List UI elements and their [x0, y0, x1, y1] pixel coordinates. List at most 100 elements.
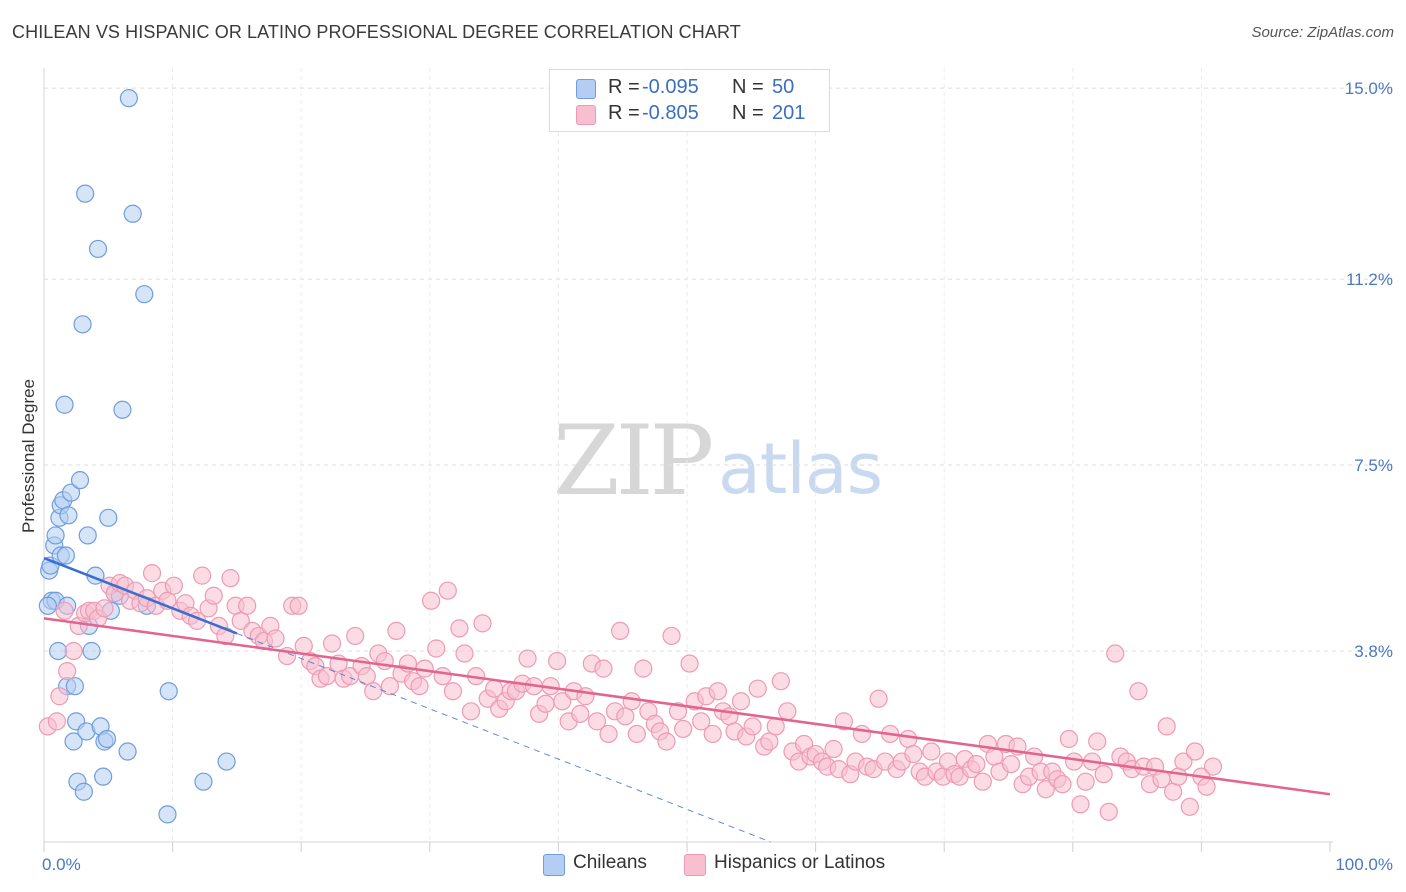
hispanics-point-29 — [193, 566, 212, 585]
series-hispanics — [38, 564, 1223, 821]
hispanics-point-5 — [64, 641, 83, 661]
chileans-point-23 — [74, 782, 93, 801]
x-tick-max: 100.0% — [1335, 855, 1393, 874]
hispanics-point-191 — [1129, 682, 1148, 701]
hispanics-point-180 — [1064, 752, 1084, 771]
y-tick-labels: 3.8% 7.5% 11.2% 15.0% — [1345, 79, 1393, 661]
hispanics-point-4 — [58, 662, 77, 681]
hispanics-point-199 — [1174, 752, 1193, 771]
hispanics-point-51 — [322, 634, 342, 653]
hispanics-point-91 — [553, 692, 572, 711]
hispanics-point-152 — [904, 744, 923, 764]
hispanics-point-62 — [387, 621, 406, 641]
hispanics-point-127 — [760, 732, 779, 751]
chileans-point-15 — [59, 506, 78, 525]
chileans-point-6 — [49, 641, 68, 661]
hispanics-point-104 — [627, 724, 646, 744]
hispanics-point-118 — [708, 682, 727, 701]
hispanics-point-61 — [380, 677, 400, 696]
hispanics-point-1 — [47, 712, 66, 731]
hispanics-point-164 — [973, 772, 992, 791]
grid-layer — [44, 68, 1393, 842]
chileans-point-21 — [70, 471, 90, 490]
chart-title: CHILEAN VS HISPANIC OR LATINO PROFESSION… — [12, 22, 741, 42]
hispanics-point-175 — [1036, 780, 1055, 799]
hispanics-point-34 — [221, 569, 240, 588]
chileans-point-24 — [76, 184, 95, 203]
hispanics-point-179 — [1059, 729, 1079, 749]
chileans-point-48 — [217, 752, 236, 771]
hispanics-point-196 — [1157, 717, 1176, 736]
hispanics-point-73 — [450, 619, 469, 638]
hispanics-point-129 — [771, 672, 790, 691]
hispanics-point-115 — [692, 712, 711, 731]
hispanics-point-198 — [1169, 767, 1188, 786]
hispanics-trend-line — [43, 617, 1331, 796]
hispanics-point-184 — [1088, 732, 1107, 751]
hispanics-point-186 — [1099, 802, 1118, 821]
hispanics-point-204 — [1203, 757, 1223, 776]
chileans-point-34 — [97, 729, 117, 749]
chileans-point-11 — [55, 395, 74, 414]
chileans-point-17 — [64, 732, 83, 751]
legend-n-label: N = — [732, 102, 764, 124]
hispanics-point-69 — [427, 639, 446, 658]
legend-swatch-blue — [576, 79, 596, 99]
watermark-atlas: atlas — [718, 428, 883, 510]
y-axis-label: Professional Degree — [19, 379, 38, 533]
hispanics-point-155 — [922, 742, 941, 761]
hispanics-point-70 — [433, 667, 452, 686]
hispanics-point-98 — [594, 659, 613, 678]
hispanics-point-201 — [1185, 742, 1205, 761]
hispanics-point-95 — [576, 687, 595, 706]
hispanics-point-97 — [587, 712, 607, 731]
hispanics-point-103 — [622, 692, 641, 711]
chileans-point-5 — [46, 526, 65, 545]
hispanics-point-94 — [571, 704, 590, 723]
y-tick-label-2: 11.2% — [1346, 270, 1393, 289]
hispanics-point-113 — [680, 654, 699, 673]
hispanics-point-68 — [421, 591, 441, 610]
hispanics-point-125 — [748, 679, 767, 698]
hispanics-point-66 — [410, 677, 429, 696]
hispanics-point-20 — [142, 564, 162, 583]
legend-swatch-pink — [684, 854, 706, 876]
chileans-point-40 — [118, 742, 137, 761]
hispanics-point-85 — [518, 649, 537, 668]
chileans-point-32 — [94, 767, 113, 786]
legend-r-value: -0.095 — [642, 76, 699, 98]
hispanics-point-99 — [599, 724, 618, 744]
hispanics-point-203 — [1197, 777, 1216, 796]
hispanics-point-197 — [1164, 782, 1183, 801]
legend-n-value: 201 — [772, 102, 806, 124]
hispanics-point-24 — [164, 576, 183, 595]
chileans-point-22 — [73, 315, 92, 334]
legend-swatch-blue — [543, 854, 565, 876]
legend-n-value: 50 — [772, 76, 795, 98]
hispanics-point-36 — [231, 611, 250, 630]
trend-layer — [43, 556, 1331, 843]
hispanics-point-45 — [289, 596, 308, 615]
chileans-point-47 — [194, 772, 213, 791]
legend-r-value: -0.805 — [642, 102, 699, 124]
hispanics-point-72 — [443, 682, 463, 701]
chileans-point-12 — [56, 546, 75, 565]
hispanics-point-55 — [346, 626, 365, 646]
hispanics-point-110 — [662, 626, 681, 646]
chileans-point-16 — [61, 483, 81, 502]
hispanics-point-182 — [1076, 772, 1095, 791]
hispanics-point-178 — [1053, 775, 1072, 794]
hispanics-point-101 — [611, 621, 630, 641]
series-chileans — [38, 89, 236, 824]
chileans-point-39 — [113, 400, 132, 419]
hispanics-point-112 — [674, 719, 693, 739]
hispanics-point-11 — [95, 599, 114, 618]
chileans-point-45 — [158, 805, 177, 824]
hispanics-point-173 — [1025, 747, 1044, 766]
hispanics-point-124 — [743, 717, 762, 736]
hispanics-point-90 — [548, 651, 567, 671]
source-label: Source: ZipAtlas.com — [1251, 24, 1394, 41]
hispanics-point-102 — [616, 707, 635, 726]
hispanics-point-151 — [899, 729, 918, 749]
chileans-trend-line — [43, 556, 238, 635]
